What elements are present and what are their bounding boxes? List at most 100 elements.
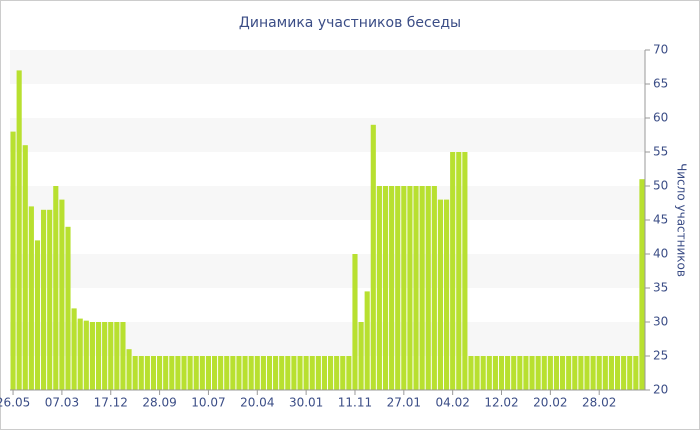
bar bbox=[120, 322, 126, 390]
y-tick-label: 55 bbox=[653, 145, 668, 159]
bar bbox=[627, 356, 633, 390]
bar bbox=[157, 356, 163, 390]
bar bbox=[437, 199, 444, 390]
y-axis-title: Число участников bbox=[675, 163, 689, 277]
bar bbox=[474, 356, 480, 390]
bar bbox=[150, 356, 157, 390]
bar bbox=[334, 356, 340, 390]
bar bbox=[309, 356, 315, 390]
bar bbox=[614, 356, 621, 390]
bar bbox=[602, 356, 608, 390]
bar bbox=[193, 356, 199, 390]
x-tick-label: 28.02 bbox=[582, 396, 616, 410]
bar bbox=[34, 240, 41, 390]
bar bbox=[199, 356, 205, 390]
x-tick-label: 17.12 bbox=[94, 396, 128, 410]
bar bbox=[480, 356, 486, 390]
bar bbox=[376, 186, 382, 390]
bar bbox=[211, 356, 218, 390]
bar bbox=[431, 186, 437, 390]
bar bbox=[175, 356, 181, 390]
bar bbox=[236, 356, 242, 390]
bar bbox=[65, 226, 71, 390]
bar bbox=[572, 356, 578, 390]
bar bbox=[28, 206, 34, 390]
x-tick-label: 20.04 bbox=[240, 396, 274, 410]
bar bbox=[450, 152, 456, 390]
bar bbox=[566, 356, 572, 390]
bar bbox=[126, 349, 132, 390]
bar bbox=[401, 186, 407, 390]
bar bbox=[413, 186, 419, 390]
bar bbox=[230, 356, 236, 390]
bar bbox=[16, 70, 22, 391]
bar bbox=[47, 209, 53, 390]
bar bbox=[77, 318, 83, 390]
bar bbox=[517, 356, 523, 390]
grid-band bbox=[10, 254, 645, 288]
grid-band bbox=[10, 186, 645, 220]
bar bbox=[205, 356, 212, 390]
bar bbox=[144, 356, 150, 390]
bar bbox=[95, 322, 102, 390]
bar bbox=[523, 356, 529, 390]
bar bbox=[425, 186, 431, 390]
bar bbox=[254, 356, 260, 390]
bar bbox=[346, 356, 352, 390]
y-tick-label: 25 bbox=[653, 349, 668, 363]
bar bbox=[443, 199, 450, 390]
bar bbox=[590, 356, 596, 390]
bar bbox=[340, 356, 346, 390]
y-tick-label: 40 bbox=[653, 247, 668, 261]
bar bbox=[242, 356, 248, 390]
bar bbox=[59, 199, 65, 390]
bar bbox=[41, 209, 47, 390]
bar bbox=[169, 356, 175, 390]
bar bbox=[132, 356, 138, 390]
bar bbox=[529, 356, 535, 390]
x-tick-label: 28.09 bbox=[142, 396, 176, 410]
bar bbox=[352, 254, 358, 390]
bar bbox=[547, 356, 553, 390]
bar bbox=[321, 356, 328, 390]
bar bbox=[419, 186, 425, 390]
bar bbox=[486, 356, 492, 390]
x-tick-label: 12.02 bbox=[484, 396, 518, 410]
bar bbox=[248, 356, 254, 390]
x-tick-label: 07.03 bbox=[45, 396, 79, 410]
y-tick-label: 35 bbox=[653, 281, 668, 295]
bar bbox=[553, 356, 560, 390]
x-tick-label: 10.07 bbox=[191, 396, 225, 410]
bar bbox=[114, 322, 120, 390]
bar bbox=[358, 322, 364, 390]
bar bbox=[370, 124, 376, 391]
bar bbox=[578, 356, 584, 390]
y-tick-label: 50 bbox=[653, 179, 668, 193]
bar bbox=[279, 356, 285, 390]
bar bbox=[22, 145, 28, 390]
x-tick-label: 04.02 bbox=[435, 396, 469, 410]
bar bbox=[83, 320, 89, 390]
bar bbox=[260, 356, 266, 390]
bar bbox=[315, 356, 321, 390]
y-tick-label: 45 bbox=[653, 213, 668, 227]
grid-band bbox=[10, 50, 645, 84]
bar bbox=[498, 356, 505, 390]
bar bbox=[285, 356, 291, 390]
bar bbox=[608, 356, 614, 390]
grid-band bbox=[10, 118, 645, 152]
bar bbox=[138, 356, 144, 390]
bar bbox=[456, 152, 462, 390]
bar bbox=[108, 322, 114, 390]
y-tick-label: 30 bbox=[653, 315, 668, 329]
bar bbox=[273, 356, 279, 390]
x-tick-label: 30.01 bbox=[289, 396, 323, 410]
bar bbox=[218, 356, 224, 390]
bar bbox=[181, 356, 187, 390]
bar bbox=[10, 131, 16, 390]
y-tick-label: 70 bbox=[653, 43, 668, 57]
bar bbox=[187, 356, 193, 390]
bar bbox=[364, 291, 370, 390]
bar bbox=[89, 322, 95, 390]
